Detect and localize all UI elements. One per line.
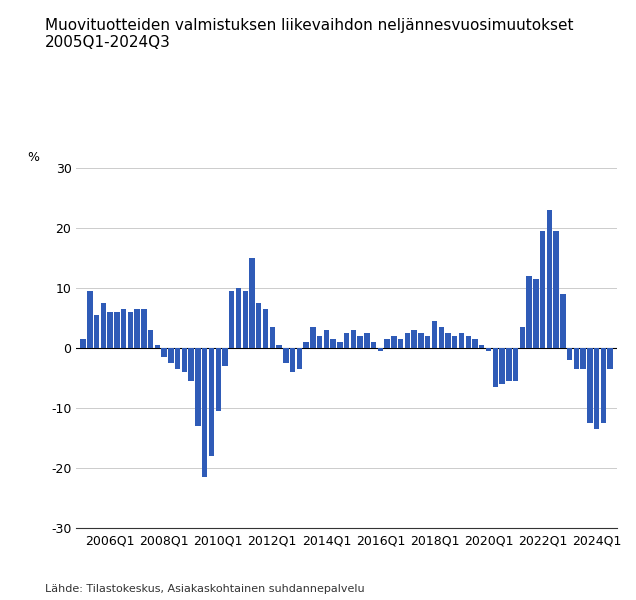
Bar: [432, 321, 437, 348]
Bar: [242, 291, 248, 348]
Bar: [94, 315, 99, 348]
Bar: [439, 327, 444, 348]
Bar: [80, 339, 86, 348]
Bar: [378, 348, 383, 351]
Bar: [473, 339, 478, 348]
Bar: [331, 339, 336, 348]
Text: %: %: [28, 151, 39, 164]
Bar: [276, 345, 282, 348]
Bar: [310, 327, 315, 348]
Bar: [337, 342, 343, 348]
Bar: [121, 309, 127, 348]
Bar: [216, 348, 221, 411]
Bar: [371, 342, 377, 348]
Bar: [527, 276, 532, 348]
Bar: [445, 333, 451, 348]
Bar: [567, 348, 572, 360]
Bar: [303, 342, 309, 348]
Bar: [391, 336, 397, 348]
Bar: [364, 333, 370, 348]
Bar: [168, 348, 174, 363]
Bar: [350, 330, 356, 348]
Bar: [141, 309, 146, 348]
Bar: [600, 348, 606, 423]
Bar: [607, 348, 613, 369]
Bar: [459, 333, 464, 348]
Bar: [587, 348, 593, 423]
Bar: [202, 348, 207, 477]
Text: Lähde: Tilastokeskus, Asiakaskohtainen suhdannepalvelu: Lähde: Tilastokeskus, Asiakaskohtainen s…: [45, 584, 364, 594]
Bar: [155, 345, 160, 348]
Bar: [452, 336, 457, 348]
Bar: [324, 330, 329, 348]
Bar: [134, 309, 140, 348]
Bar: [344, 333, 349, 348]
Bar: [162, 348, 167, 357]
Bar: [175, 348, 181, 369]
Bar: [574, 348, 579, 369]
Bar: [560, 294, 565, 348]
Bar: [411, 330, 417, 348]
Bar: [263, 309, 268, 348]
Bar: [148, 330, 153, 348]
Bar: [236, 288, 241, 348]
Bar: [384, 339, 390, 348]
Text: Muovituotteiden valmistuksen liikevaihdon neljännesvuosimuutokset
2005Q1-2024Q3: Muovituotteiden valmistuksen liikevaihdo…: [45, 18, 573, 50]
Bar: [581, 348, 586, 369]
Bar: [540, 231, 545, 348]
Bar: [486, 348, 491, 351]
Bar: [492, 348, 498, 387]
Bar: [188, 348, 194, 381]
Bar: [270, 327, 275, 348]
Bar: [594, 348, 599, 429]
Bar: [100, 303, 106, 348]
Bar: [357, 336, 363, 348]
Bar: [398, 339, 403, 348]
Bar: [513, 348, 518, 381]
Bar: [223, 348, 228, 366]
Bar: [182, 348, 187, 372]
Bar: [418, 333, 424, 348]
Bar: [506, 348, 511, 381]
Bar: [107, 312, 113, 348]
Bar: [533, 279, 539, 348]
Bar: [195, 348, 201, 426]
Bar: [290, 348, 295, 372]
Bar: [128, 312, 133, 348]
Bar: [249, 258, 254, 348]
Bar: [479, 345, 485, 348]
Bar: [256, 303, 261, 348]
Bar: [520, 327, 525, 348]
Bar: [229, 291, 235, 348]
Bar: [404, 333, 410, 348]
Bar: [466, 336, 471, 348]
Bar: [209, 348, 214, 456]
Bar: [425, 336, 431, 348]
Bar: [114, 312, 120, 348]
Bar: [87, 291, 93, 348]
Bar: [283, 348, 289, 363]
Bar: [546, 210, 552, 348]
Bar: [296, 348, 302, 369]
Bar: [553, 231, 559, 348]
Bar: [499, 348, 505, 384]
Bar: [317, 336, 322, 348]
